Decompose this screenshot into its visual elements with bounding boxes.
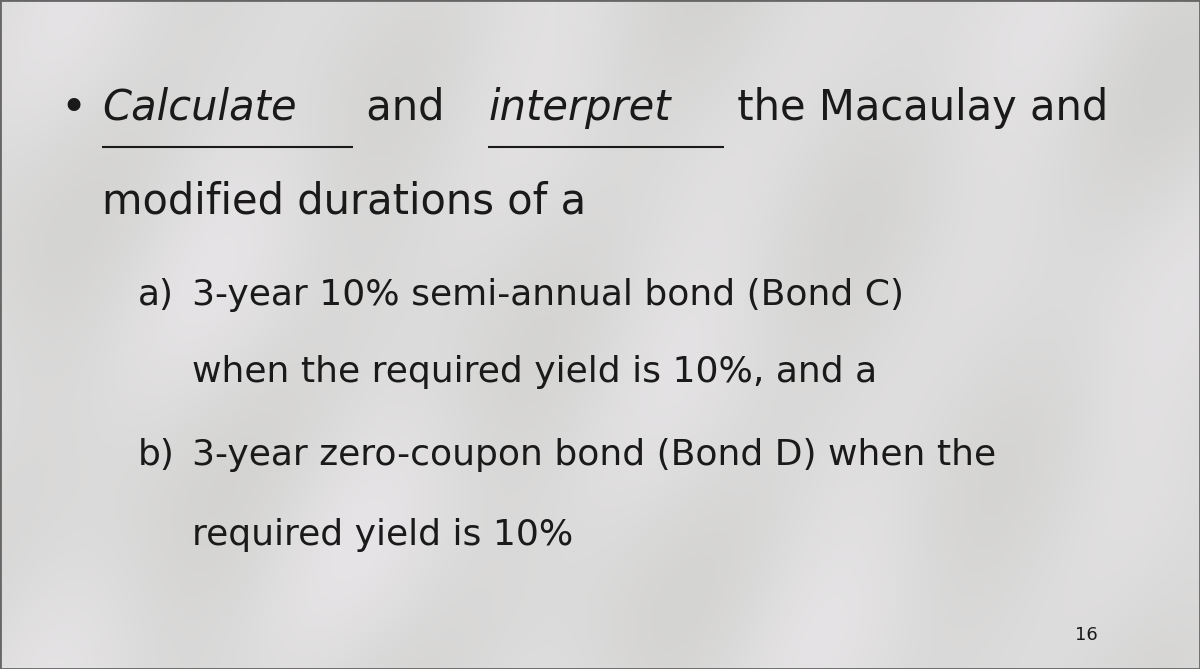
Text: b): b) [138,438,175,472]
Text: 3-year 10% semi-annual bond (Bond C): 3-year 10% semi-annual bond (Bond C) [192,278,904,312]
Text: when the required yield is 10%, and a: when the required yield is 10%, and a [192,355,877,389]
Text: and: and [353,87,458,129]
Text: 3-year zero-coupon bond (Bond D) when the: 3-year zero-coupon bond (Bond D) when th… [192,438,996,472]
Text: •: • [60,87,86,130]
Text: required yield is 10%: required yield is 10% [192,518,574,553]
Text: Calculate: Calculate [102,87,296,129]
Text: a): a) [138,278,174,312]
Text: 16: 16 [1075,626,1097,644]
Text: modified durations of a: modified durations of a [102,181,586,223]
Text: interpret: interpret [488,87,671,129]
Text: the Macaulay and: the Macaulay and [724,87,1108,129]
